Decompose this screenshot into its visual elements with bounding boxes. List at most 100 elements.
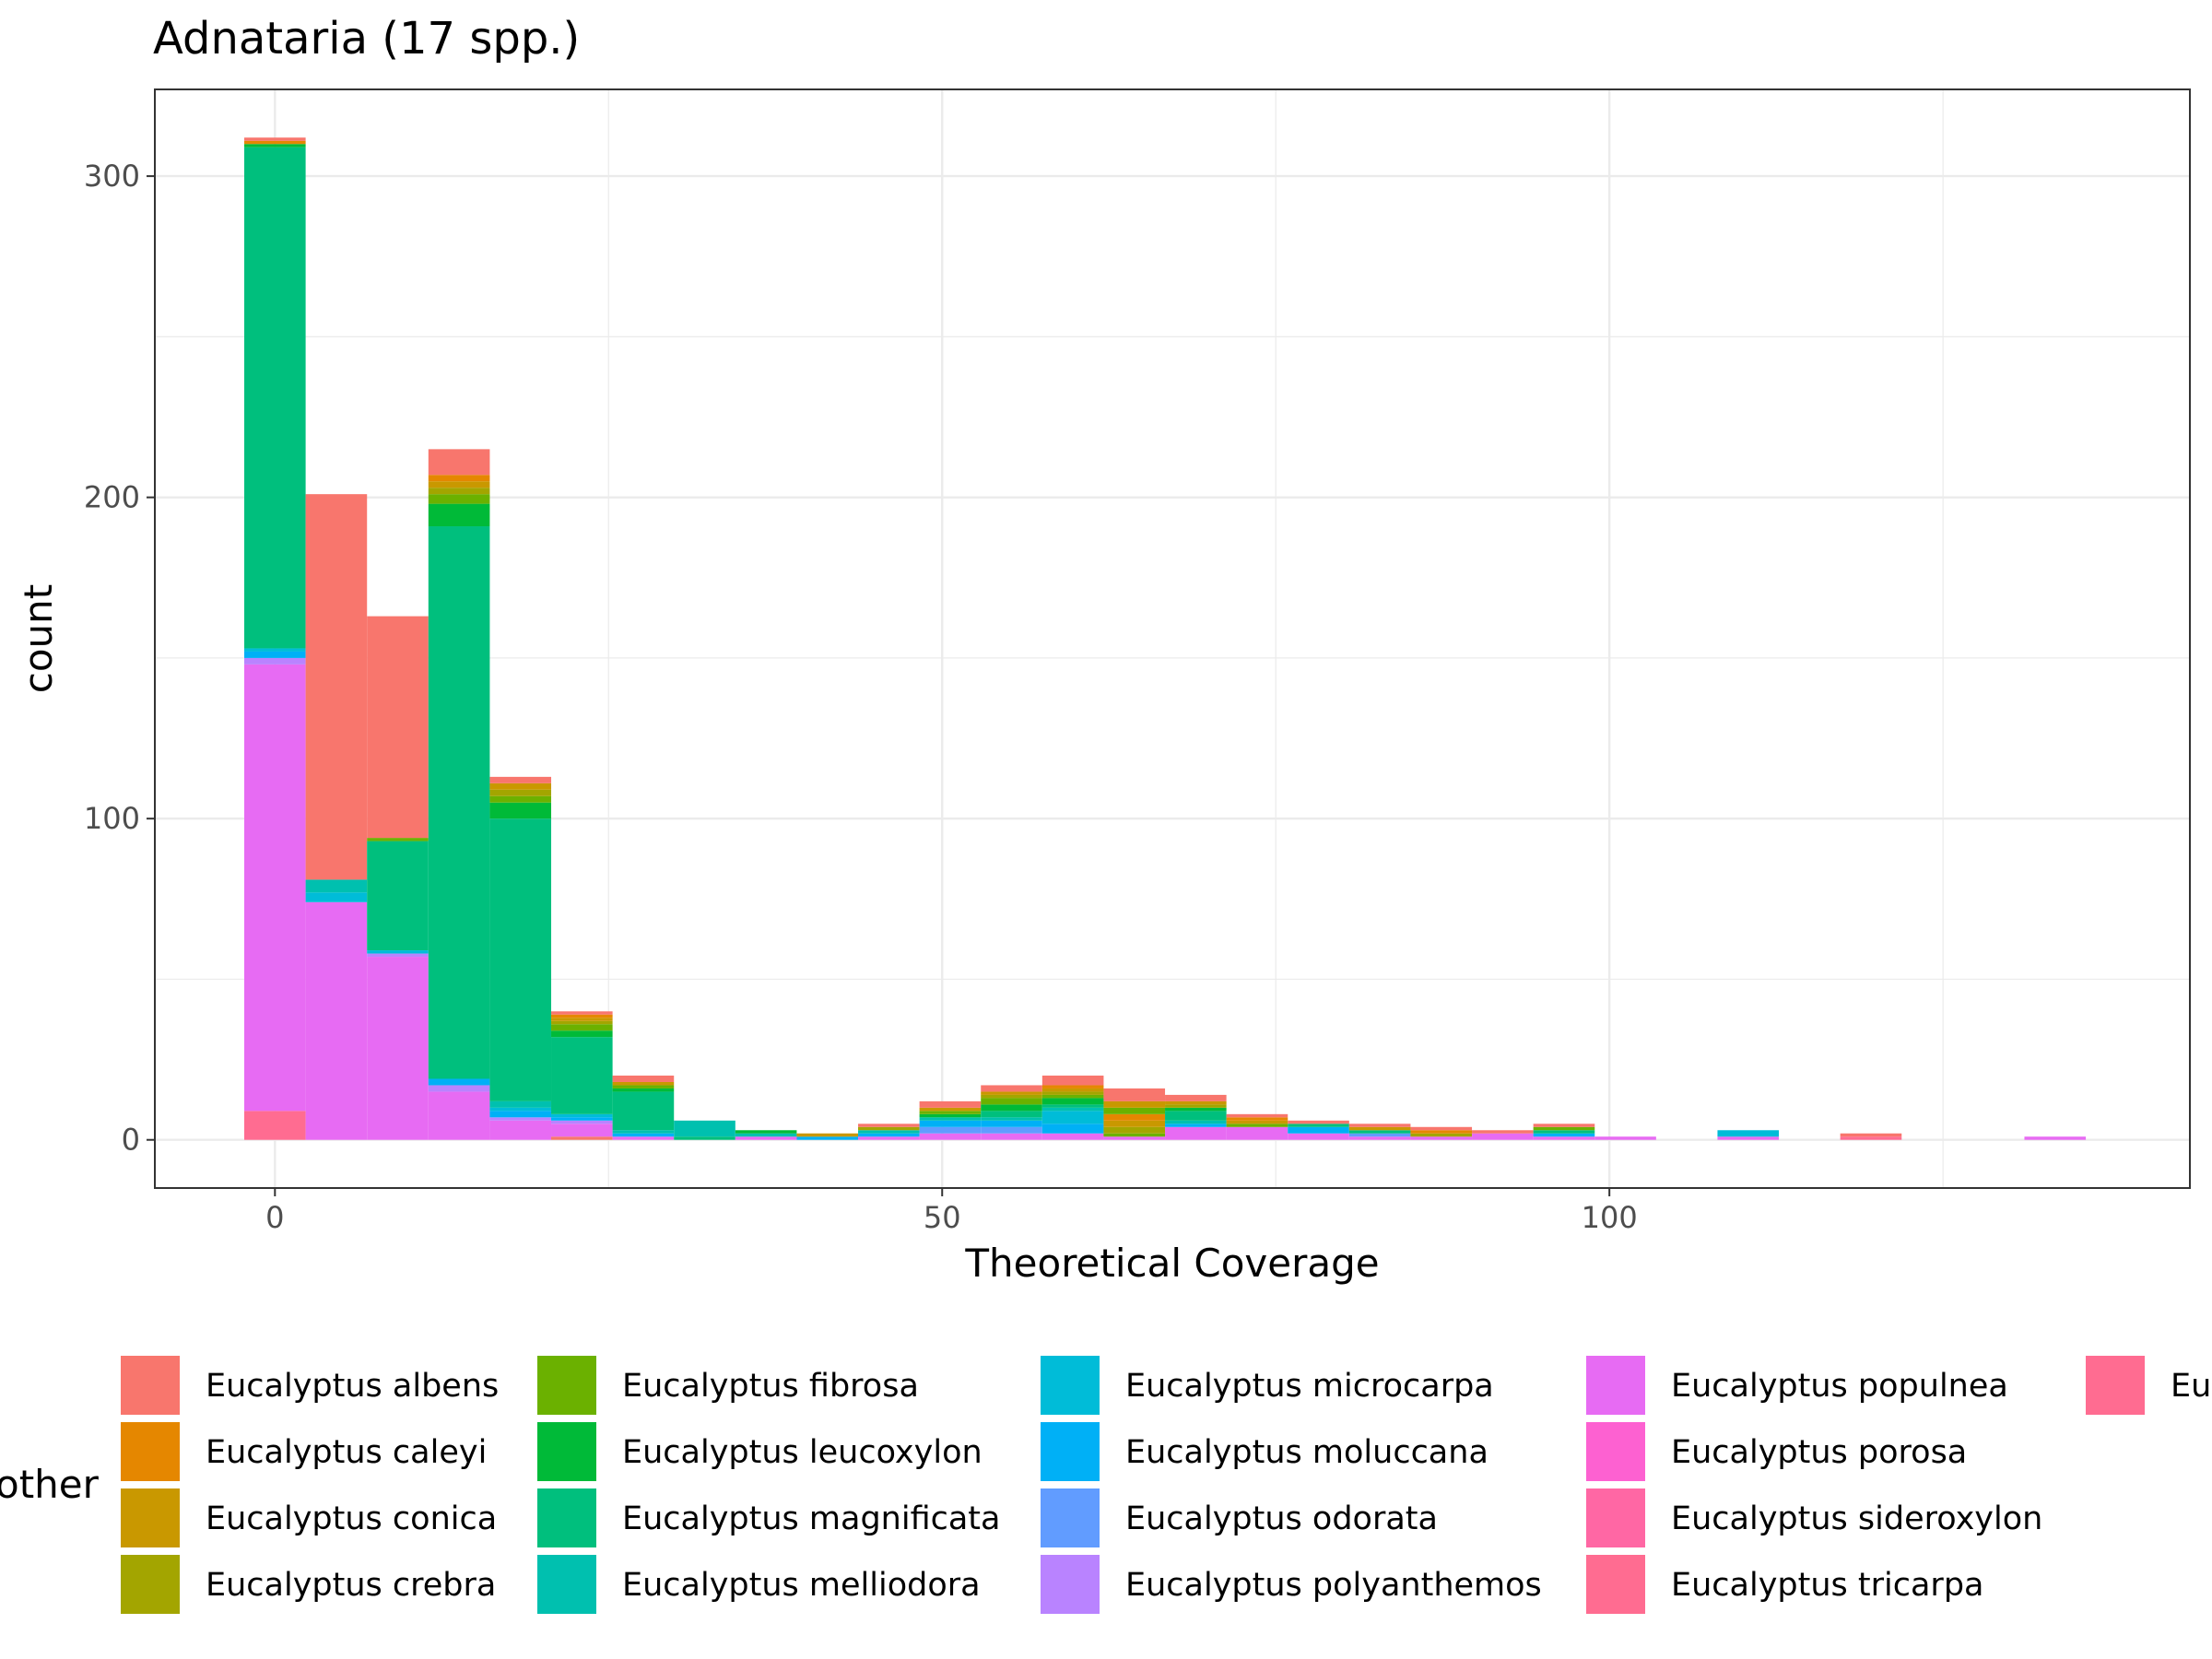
bar-segment bbox=[1533, 1133, 1595, 1137]
legend-label: Eucalyptus albens bbox=[206, 1368, 499, 1405]
bar-segment bbox=[428, 494, 490, 504]
bar-segment bbox=[244, 1111, 306, 1140]
bar-segment bbox=[489, 802, 552, 819]
legend-key bbox=[535, 1420, 598, 1483]
legend: other Eucalyptus albens Eucalyptus caleyi… bbox=[0, 1354, 2212, 1616]
bar-segment bbox=[244, 664, 306, 1112]
bar-segment bbox=[2024, 1136, 2087, 1140]
bar-segment bbox=[244, 648, 306, 652]
bar-segment bbox=[489, 776, 552, 783]
bar-segment bbox=[735, 1133, 797, 1137]
bar-segment bbox=[551, 1030, 613, 1038]
bar-segment bbox=[1226, 1120, 1288, 1124]
bar-segment bbox=[612, 1085, 675, 1088]
bar-segment bbox=[796, 1136, 859, 1140]
bar-segment bbox=[919, 1113, 982, 1118]
bar-segment bbox=[305, 892, 368, 902]
bar-segment bbox=[367, 841, 429, 951]
bar-segment bbox=[551, 1024, 613, 1031]
bar-segment bbox=[551, 1117, 613, 1121]
bar-segment bbox=[1041, 1107, 1104, 1112]
chart-title: Adnataria (17 spp.) bbox=[153, 13, 580, 65]
legend-label: Eucalyptus magnificata bbox=[622, 1500, 1000, 1537]
bar-segment bbox=[367, 957, 429, 1140]
legend-key bbox=[1584, 1553, 1647, 1616]
bar-segment bbox=[1165, 1111, 1227, 1121]
bar-segment bbox=[919, 1120, 982, 1127]
bar-segment bbox=[551, 1014, 613, 1018]
bar-segment bbox=[674, 1120, 735, 1137]
bar-segment bbox=[1165, 1120, 1227, 1124]
y-tick-label: 0 bbox=[122, 1123, 140, 1158]
panel-border bbox=[154, 88, 2191, 1189]
bar-segment bbox=[1041, 1091, 1104, 1095]
bar-segment bbox=[1410, 1133, 1473, 1137]
legend-key bbox=[1584, 1487, 1647, 1549]
bar-segment bbox=[919, 1133, 982, 1140]
bar-segment bbox=[1041, 1133, 1104, 1140]
bar-segment bbox=[1165, 1094, 1227, 1101]
y-tick-label: 200 bbox=[84, 480, 140, 515]
legend-key bbox=[1039, 1553, 1101, 1616]
bar-segment bbox=[1165, 1126, 1227, 1140]
legend-label: Eucalyptus crebra bbox=[206, 1567, 496, 1604]
y-tick-label: 100 bbox=[84, 801, 140, 836]
bar-segment bbox=[735, 1136, 797, 1140]
bar-segment bbox=[1840, 1133, 1902, 1137]
bar-segment bbox=[1041, 1085, 1104, 1088]
bar-segment bbox=[1041, 1098, 1104, 1105]
bar-segment bbox=[1288, 1126, 1349, 1134]
bar-segment bbox=[428, 481, 490, 488]
bar-segment bbox=[1348, 1136, 1411, 1140]
bar-segment bbox=[244, 137, 306, 141]
legend-label: Eucalyptus caleyi bbox=[206, 1434, 487, 1471]
bar-segment bbox=[1165, 1104, 1227, 1108]
bar-segment bbox=[489, 795, 552, 803]
legend-label: Eucalyptus conica bbox=[206, 1500, 497, 1537]
bar-segment bbox=[428, 449, 490, 476]
bar-segment bbox=[981, 1091, 1042, 1095]
bar-segment bbox=[1226, 1113, 1288, 1118]
bar-segment bbox=[305, 494, 368, 880]
bar-segment bbox=[551, 1037, 613, 1114]
legend-key bbox=[1039, 1354, 1101, 1417]
bar-segment bbox=[612, 1091, 675, 1131]
bar-segment bbox=[1288, 1133, 1349, 1140]
bar-segment bbox=[981, 1094, 1042, 1099]
x-tick-label: 0 bbox=[265, 1200, 284, 1235]
legend-title: other bbox=[0, 1462, 100, 1507]
bar-segment bbox=[1103, 1120, 1166, 1127]
x-axis: 0 50 100 bbox=[265, 1188, 1638, 1235]
legend-label: Eucalyptus microcarpa bbox=[1125, 1368, 1494, 1405]
y-tick-label: 300 bbox=[84, 159, 140, 194]
bar-segment bbox=[858, 1130, 920, 1134]
bar-segment bbox=[1840, 1136, 1902, 1140]
legend-label: Eucalyptus ... bbox=[2171, 1368, 2212, 1405]
bar-segment bbox=[1410, 1136, 1473, 1140]
bar-segment bbox=[367, 950, 429, 954]
bar-segment bbox=[981, 1104, 1042, 1112]
bar-segment bbox=[612, 1081, 675, 1086]
bar-segment bbox=[858, 1126, 920, 1131]
bar-segment bbox=[981, 1111, 1042, 1118]
legend-key bbox=[1039, 1487, 1101, 1549]
bar-segment bbox=[1165, 1124, 1227, 1127]
bar-segment bbox=[1410, 1130, 1473, 1134]
bar-segment bbox=[981, 1098, 1042, 1105]
bars bbox=[244, 137, 2087, 1140]
legend-label: Eucalyptus populnea bbox=[1671, 1368, 2008, 1405]
bar-segment bbox=[1288, 1120, 1349, 1124]
bar-segment bbox=[858, 1133, 920, 1137]
bar-segment bbox=[1041, 1124, 1104, 1134]
bar-segment bbox=[305, 879, 368, 893]
bar-segment bbox=[981, 1120, 1042, 1127]
bar-segment bbox=[489, 1107, 552, 1112]
bar-segment bbox=[1041, 1088, 1104, 1092]
y-axis: 0 100 200 300 bbox=[84, 159, 155, 1158]
bar-segment bbox=[428, 1078, 490, 1086]
bar-segment bbox=[551, 1113, 613, 1118]
bar-segment bbox=[1103, 1088, 1166, 1101]
bar-segment bbox=[981, 1085, 1042, 1092]
bar-segment bbox=[1103, 1136, 1166, 1140]
bar-segment bbox=[612, 1136, 675, 1140]
